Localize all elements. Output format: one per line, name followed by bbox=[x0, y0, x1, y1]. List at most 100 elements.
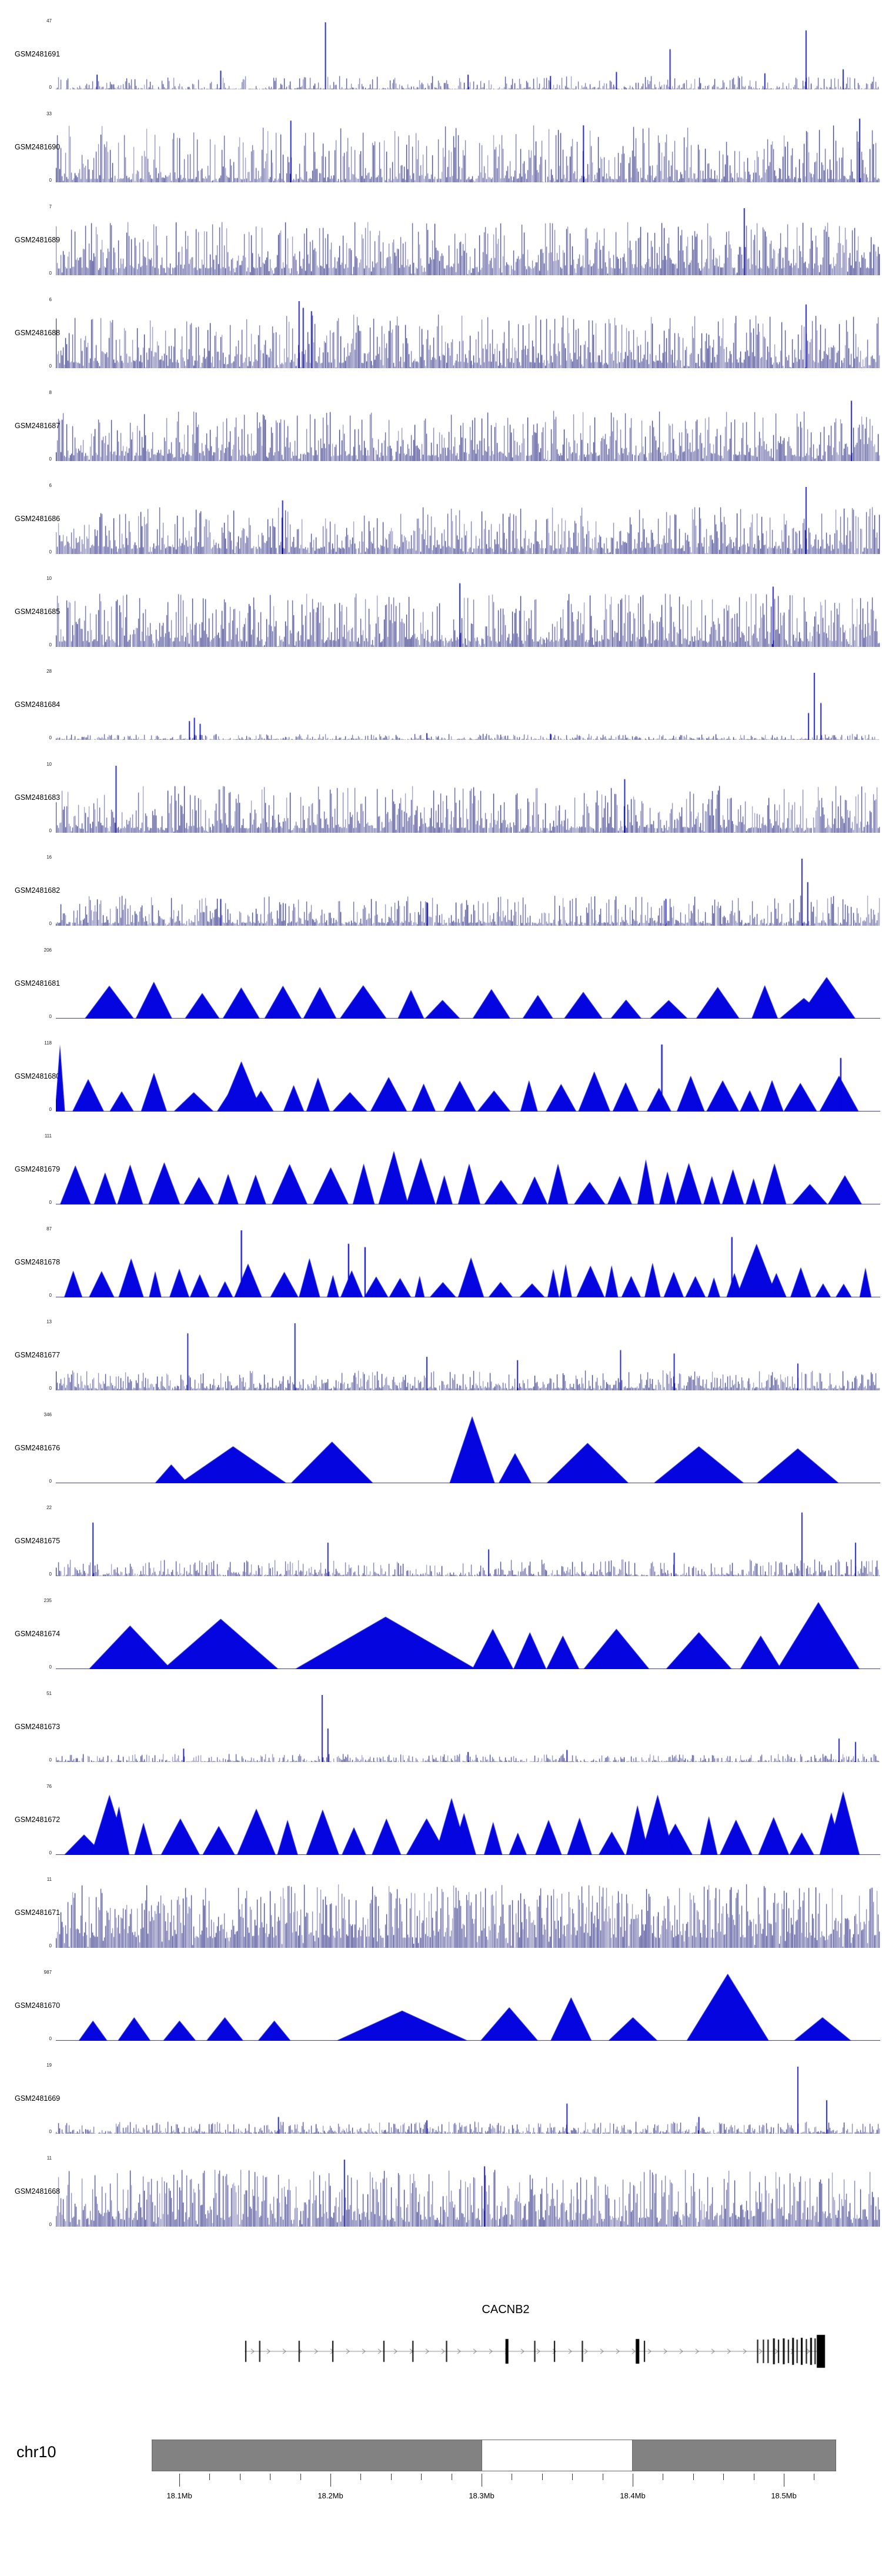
track-label: GSM2481681 bbox=[15, 979, 61, 987]
track-ymin-value: 0 bbox=[49, 1293, 52, 1298]
axis-minor-tick bbox=[360, 2474, 362, 2480]
track-row: GSM2481673 51 0 bbox=[0, 1689, 882, 1782]
track-row: GSM2481671 11 0 bbox=[0, 1875, 882, 1968]
signal-plot bbox=[56, 1137, 880, 1204]
track-ymax-value: 346 bbox=[44, 1412, 52, 1417]
axis-major-tick bbox=[179, 2474, 180, 2487]
track-label: GSM2481671 bbox=[15, 1908, 61, 1917]
signal-plot bbox=[56, 673, 880, 740]
track-ymin-value: 0 bbox=[49, 456, 52, 462]
track-ymin-value: 0 bbox=[49, 828, 52, 833]
track-label: GSM2481675 bbox=[15, 1537, 61, 1545]
track-row: GSM2481682 16 0 bbox=[0, 853, 882, 946]
track-ymax-value: 22 bbox=[46, 1505, 52, 1510]
axis-minor-tick bbox=[209, 2474, 211, 2480]
track-ymax-value: 76 bbox=[46, 1784, 52, 1789]
track-label: GSM2481679 bbox=[15, 1165, 61, 1173]
track-ymax-value: 6 bbox=[49, 483, 52, 488]
track-ymax-value: 10 bbox=[46, 762, 52, 767]
axis-major-tick bbox=[330, 2474, 331, 2487]
track-ymax-value: 19 bbox=[46, 2063, 52, 2068]
track-ymin-value: 0 bbox=[49, 549, 52, 555]
signal-plot bbox=[56, 1416, 880, 1483]
signal-plot bbox=[56, 301, 880, 368]
track-row: GSM2481689 7 0 bbox=[0, 202, 882, 295]
gene-model bbox=[241, 2324, 829, 2377]
axis-tick-label: 18.1Mb bbox=[166, 2491, 192, 2500]
track-row: GSM2481672 76 0 bbox=[0, 1782, 882, 1875]
signal-plot bbox=[56, 487, 880, 554]
track-ymin-value: 0 bbox=[49, 1386, 52, 1391]
track-label: GSM2481687 bbox=[15, 422, 61, 430]
track-ymin-value: 0 bbox=[49, 1943, 52, 1948]
track-row: GSM2481688 6 0 bbox=[0, 295, 882, 388]
signal-plot bbox=[56, 580, 880, 647]
axis-minor-tick bbox=[390, 2474, 392, 2480]
track-row: GSM2481690 33 0 bbox=[0, 109, 882, 202]
track-row: GSM2481669 19 0 bbox=[0, 2061, 882, 2154]
signal-plot bbox=[56, 1323, 880, 1390]
track-label: GSM2481685 bbox=[15, 608, 61, 616]
ideogram-light-band bbox=[482, 2440, 633, 2471]
track-ymax-value: 33 bbox=[46, 111, 52, 116]
track-ymax-value: 51 bbox=[46, 1691, 52, 1696]
track-ymax-value: 111 bbox=[44, 1133, 52, 1139]
track-label: GSM2481676 bbox=[15, 1444, 61, 1452]
axis-minor-tick bbox=[693, 2474, 694, 2480]
chromosome-label: chr10 bbox=[16, 2443, 56, 2461]
track-ymin-value: 0 bbox=[49, 642, 52, 648]
track-row: GSM2481670 987 0 bbox=[0, 1968, 882, 2061]
track-ymax-value: 118 bbox=[44, 1040, 52, 1046]
track-row: GSM2481686 6 0 bbox=[0, 481, 882, 574]
track-ymin-value: 0 bbox=[49, 1107, 52, 1112]
track-ymin-value: 0 bbox=[49, 363, 52, 369]
signal-plot bbox=[56, 766, 880, 833]
axis-minor-tick bbox=[723, 2474, 724, 2480]
track-label: GSM2481691 bbox=[15, 50, 61, 58]
track-ymin-value: 0 bbox=[49, 921, 52, 926]
track-ymax-value: 16 bbox=[46, 855, 52, 860]
track-ymax-value: 47 bbox=[46, 18, 52, 24]
signal-plot bbox=[56, 1695, 880, 1762]
track-label: GSM2481669 bbox=[15, 2094, 61, 2103]
track-label: GSM2481689 bbox=[15, 236, 61, 244]
track-ymax-value: 987 bbox=[44, 1970, 52, 1975]
axis-tick-label: 18.3Mb bbox=[469, 2491, 495, 2500]
track-ymin-value: 0 bbox=[49, 2222, 52, 2227]
signal-plot bbox=[56, 1788, 880, 1855]
track-ymin-value: 0 bbox=[49, 1479, 52, 1484]
track-row: GSM2481691 47 0 bbox=[0, 16, 882, 109]
track-ymin-value: 0 bbox=[49, 271, 52, 276]
track-ymax-value: 8 bbox=[49, 390, 52, 395]
signal-plot bbox=[56, 1974, 880, 2041]
track-label: GSM2481690 bbox=[15, 143, 61, 151]
axis-minor-tick bbox=[572, 2474, 573, 2480]
track-row: GSM2481687 8 0 bbox=[0, 388, 882, 481]
track-label: GSM2481688 bbox=[15, 329, 61, 337]
track-label: GSM2481684 bbox=[15, 700, 61, 709]
genomic-axis: 18.1Mb 18.2Mb 18.3Mb 18.4Mb 18.5Mb bbox=[0, 2472, 882, 2520]
track-label: GSM2481673 bbox=[15, 1723, 61, 1731]
track-ymax-value: 206 bbox=[44, 947, 52, 953]
track-ymax-value: 11 bbox=[46, 1877, 52, 1882]
track-ymin-value: 0 bbox=[49, 1200, 52, 1205]
track-row: GSM2481675 22 0 bbox=[0, 1503, 882, 1596]
track-row: GSM2481678 87 0 bbox=[0, 1224, 882, 1317]
track-ymax-value: 28 bbox=[46, 669, 52, 674]
track-ymax-value: 10 bbox=[46, 576, 52, 581]
track-row: GSM2481674 235 0 bbox=[0, 1596, 882, 1689]
track-ymin-value: 0 bbox=[49, 1014, 52, 1019]
signal-plot bbox=[56, 2160, 880, 2227]
track-ymax-value: 87 bbox=[46, 1226, 52, 1232]
track-label: GSM2481677 bbox=[15, 1351, 61, 1359]
track-ymin-value: 0 bbox=[49, 1850, 52, 1856]
axis-tick-label: 18.5Mb bbox=[771, 2491, 797, 2500]
signal-plot bbox=[56, 208, 880, 275]
track-label: GSM2481678 bbox=[15, 1258, 61, 1266]
track-row: GSM2481685 10 0 bbox=[0, 574, 882, 667]
track-label: GSM2481672 bbox=[15, 1816, 61, 1824]
signal-plot bbox=[56, 115, 880, 182]
signal-plot bbox=[56, 1045, 880, 1112]
track-label: GSM2481686 bbox=[15, 515, 61, 523]
chromosome-ideogram bbox=[152, 2440, 836, 2471]
